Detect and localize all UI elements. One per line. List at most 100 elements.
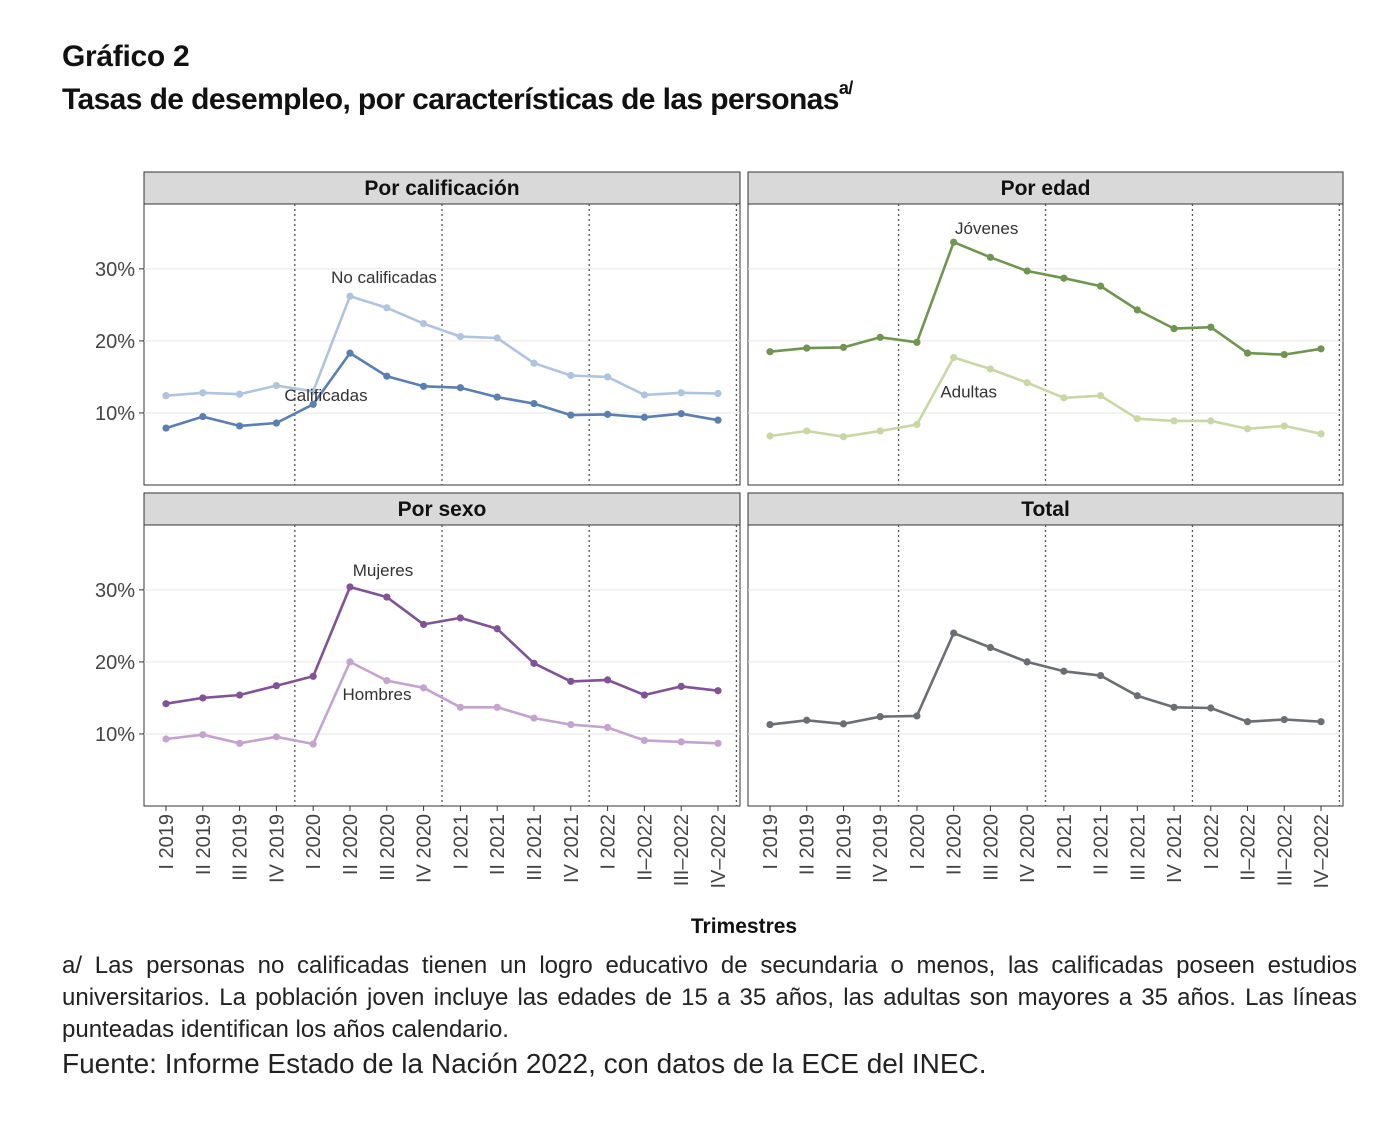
data-point — [714, 739, 722, 747]
x-tick-label: IV–2022 — [708, 814, 730, 889]
data-point — [640, 413, 649, 421]
data-point — [530, 659, 538, 667]
data-point — [1060, 274, 1068, 282]
data-point — [1097, 392, 1105, 400]
data-point — [986, 643, 995, 652]
data-point — [714, 389, 722, 398]
data-point — [199, 412, 207, 421]
chart-subtitle: Tasas de desempleo, por características … — [62, 78, 853, 117]
data-point — [456, 703, 464, 711]
data-point — [272, 419, 280, 427]
data-point — [493, 334, 501, 342]
x-tick-label: IV 2019 — [266, 814, 288, 883]
data-point — [640, 691, 649, 699]
x-tick-label: II 2020 — [340, 814, 362, 875]
x-tick-label: III 2019 — [230, 814, 252, 881]
data-point — [530, 714, 538, 722]
data-point — [913, 420, 921, 429]
data-point — [567, 720, 575, 729]
data-point — [199, 694, 207, 702]
series-line — [165, 585, 719, 705]
data-point — [383, 677, 391, 685]
data-point — [1207, 704, 1215, 712]
data-point — [567, 677, 575, 685]
data-point — [236, 422, 244, 430]
chart-svg: Por calificación 10% 20% 30% No calificadas C… — [95, 171, 1344, 938]
data-point — [456, 614, 464, 622]
panel-title: Por sexo — [398, 498, 487, 521]
x-tick-label: IV 2021 — [1164, 814, 1186, 883]
data-point — [236, 390, 244, 398]
y-tick-label: 30% — [95, 259, 135, 281]
data-point — [1317, 718, 1325, 726]
data-point — [1023, 379, 1031, 387]
data-point — [456, 384, 464, 392]
x-tick-label: I 2019 — [760, 814, 782, 870]
data-point — [803, 716, 811, 724]
panel-title: Por edad — [1001, 177, 1091, 200]
data-point — [1133, 306, 1141, 314]
x-tick-label: II–2022 — [1238, 814, 1260, 881]
data-point — [950, 238, 958, 246]
data-point — [1280, 715, 1288, 724]
data-point — [1133, 415, 1141, 423]
data-point — [677, 738, 685, 746]
data-point — [309, 672, 317, 680]
data-point — [1023, 658, 1031, 666]
data-point — [456, 332, 464, 341]
x-tick-label: III–2022 — [671, 814, 693, 886]
data-point — [604, 676, 612, 684]
x-tick-label: I 2021 — [450, 814, 472, 870]
data-point — [1023, 267, 1031, 275]
panel-2: Por sexo 10% 20% 30% I 2019 II 2019 III 2019 IV… — [95, 492, 741, 889]
series-line — [165, 660, 719, 746]
data-point — [1317, 345, 1325, 353]
data-point — [493, 625, 501, 633]
data-point — [1060, 394, 1068, 402]
y-tick-label: 30% — [95, 580, 135, 602]
data-point — [567, 411, 575, 419]
x-tick-label: III 2021 — [524, 814, 546, 881]
x-tick-label: I 2022 — [598, 814, 620, 870]
data-point — [604, 723, 612, 732]
series-line — [769, 356, 1322, 439]
data-point — [346, 583, 354, 591]
series-label: Hombres — [343, 685, 412, 704]
panel-3: Total I 2019 II 2019 III 2019 IV 2019 I 2020 I… — [747, 492, 1344, 889]
data-point — [766, 432, 774, 440]
data-point — [493, 703, 501, 711]
data-point — [1207, 417, 1215, 425]
data-point — [309, 400, 317, 408]
data-point — [714, 416, 722, 424]
data-point — [1170, 325, 1178, 333]
x-tick-label: I 2020 — [907, 814, 929, 870]
series-label: No calificadas — [331, 268, 437, 287]
data-point — [420, 684, 428, 692]
data-point — [1060, 667, 1068, 675]
data-point — [1097, 671, 1105, 680]
data-point — [1280, 350, 1288, 359]
x-tick-label: II 2019 — [797, 814, 819, 875]
chart-subtitle-text: Tasas de desempleo, por características … — [62, 83, 839, 116]
x-tick-label: IV–2022 — [1311, 814, 1333, 889]
data-point — [839, 343, 848, 351]
data-point — [530, 399, 538, 408]
data-point — [346, 349, 354, 357]
data-point — [986, 253, 995, 261]
x-tick-label: I 2021 — [1054, 814, 1076, 870]
data-point — [913, 712, 921, 720]
data-point — [1317, 430, 1325, 438]
data-point — [1207, 323, 1215, 331]
y-tick-label: 10% — [95, 403, 135, 425]
data-point — [272, 381, 280, 390]
data-point — [876, 333, 884, 341]
y-tick-label: 20% — [95, 331, 135, 353]
data-point — [420, 382, 428, 390]
x-tick-label: III 2021 — [1127, 814, 1149, 881]
data-point — [236, 691, 244, 699]
data-point — [162, 392, 170, 400]
data-point — [803, 344, 811, 352]
data-point — [1243, 425, 1252, 433]
data-point — [640, 391, 649, 399]
series-line — [165, 351, 719, 430]
